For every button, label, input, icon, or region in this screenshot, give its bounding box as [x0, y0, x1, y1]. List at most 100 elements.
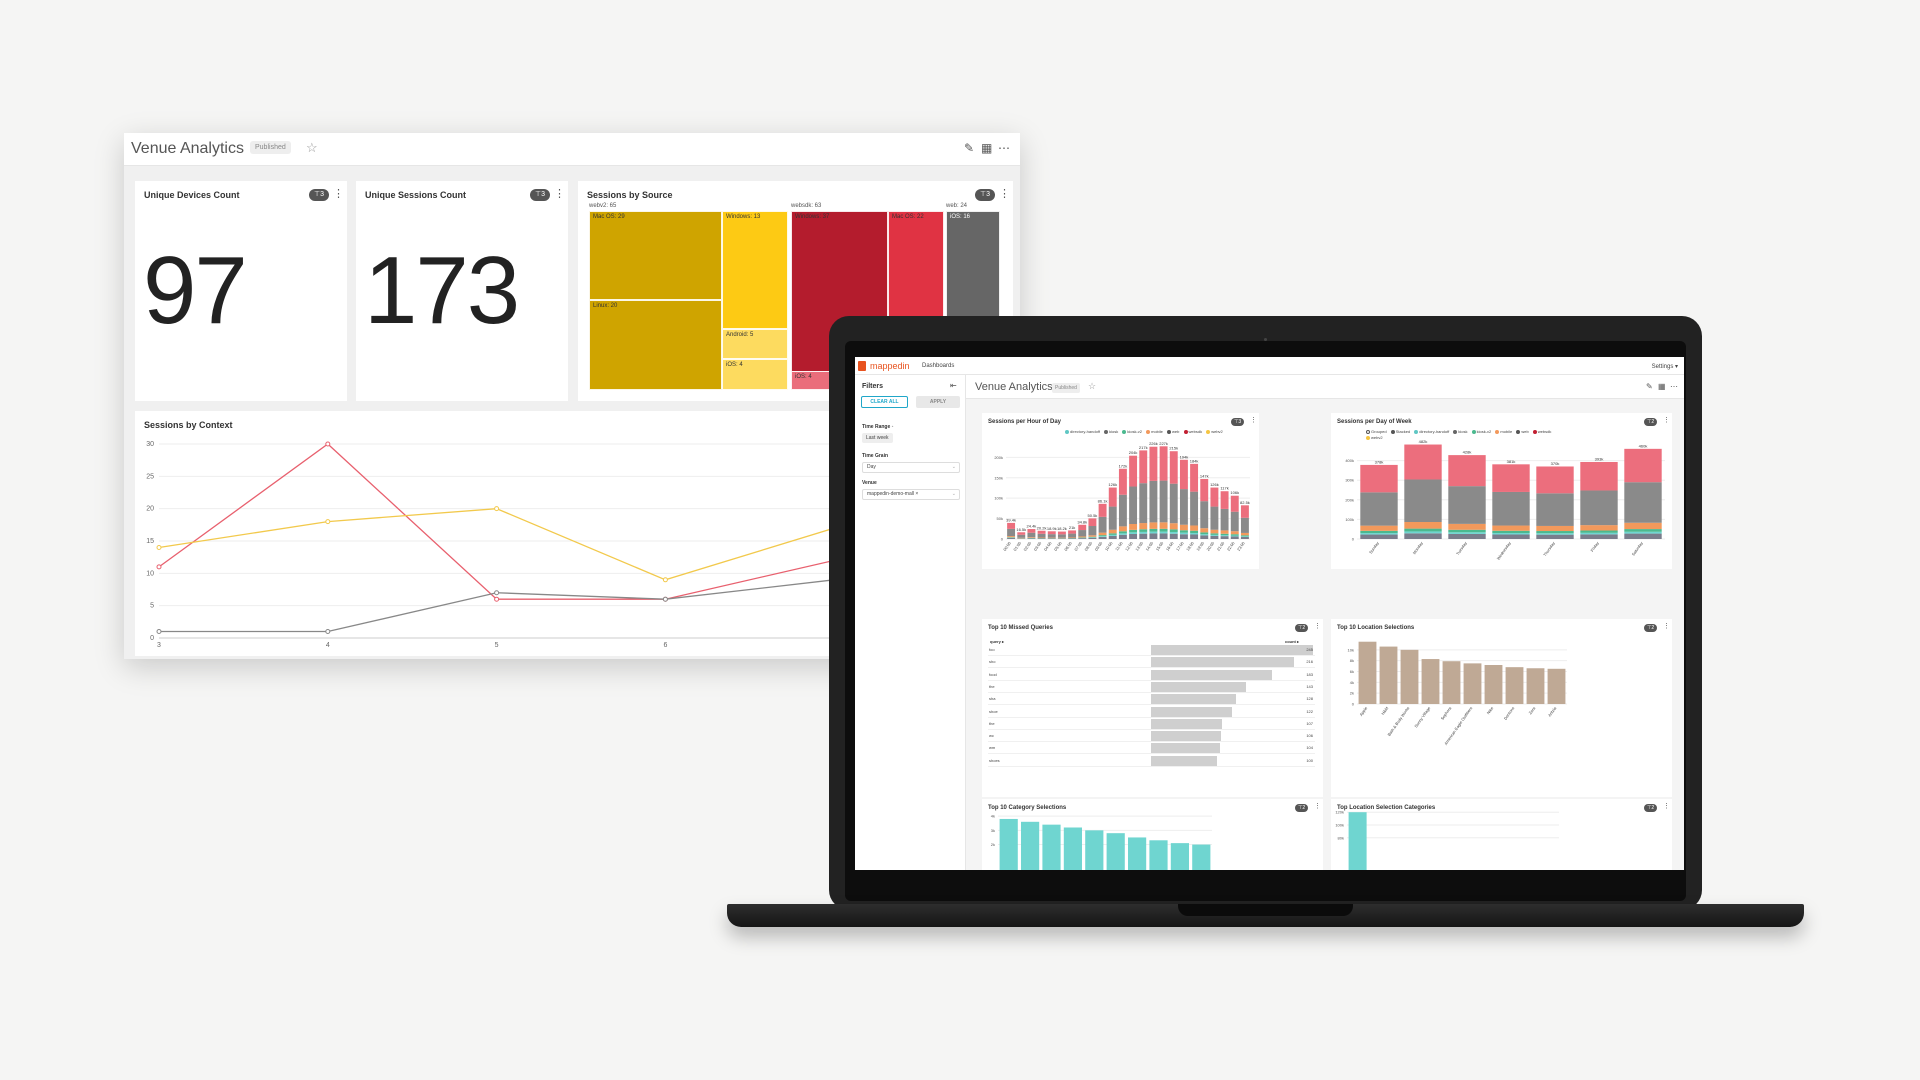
- card-menu-icon[interactable]: ⋮: [1663, 803, 1670, 810]
- legend: directory-handoff kiosk kiosk-v2 mobile …: [1062, 429, 1223, 434]
- edit-icon[interactable]: ✎: [964, 141, 975, 155]
- table-row[interactable]: shoe 122: [988, 706, 1315, 718]
- star-icon[interactable]: ☆: [1088, 381, 1097, 391]
- y-tick-label: 4k: [991, 814, 995, 819]
- y-tick-label: 120k: [1335, 810, 1344, 815]
- brand-name[interactable]: mappedin: [870, 361, 910, 371]
- treemap-tile[interactable]: Mac OS: 29: [589, 211, 722, 300]
- more-icon[interactable]: ⋯: [998, 141, 1010, 155]
- table-row[interactable]: foo 245: [988, 644, 1315, 656]
- card-menu-icon[interactable]: ⋮: [333, 188, 344, 200]
- collapse-icon[interactable]: ⇤: [950, 381, 957, 390]
- more-icon[interactable]: ⋯: [1670, 382, 1678, 391]
- bar-segment: [1190, 463, 1199, 492]
- treemap-tile[interactable]: Android: 5: [722, 329, 788, 359]
- time-range-value[interactable]: Last week: [862, 433, 893, 443]
- legend-label: directory-handoff: [1070, 429, 1100, 434]
- y-tick-label: 200k: [1345, 497, 1354, 502]
- bar: [1063, 827, 1082, 870]
- bar-segment: [1580, 530, 1618, 533]
- apply-button[interactable]: APPLY: [916, 396, 960, 408]
- card-menu-icon[interactable]: ⋮: [554, 188, 565, 200]
- bar-segment: [1360, 530, 1398, 534]
- filter-badge[interactable]: ⊤3: [975, 189, 996, 201]
- filter-badge[interactable]: ⊤3: [1231, 418, 1245, 426]
- filter-badge[interactable]: ⊤2: [1295, 804, 1309, 812]
- count-bar: [1151, 731, 1222, 742]
- calendar-icon[interactable]: ▦: [981, 141, 993, 155]
- table-row[interactable]: the 143: [988, 681, 1315, 693]
- data-point: [325, 519, 331, 525]
- nav-dashboards[interactable]: Dashboards: [922, 363, 955, 369]
- bar-segment: [1068, 533, 1077, 538]
- radio-icon[interactable]: [1390, 430, 1395, 434]
- filter-badge[interactable]: ⊤2: [1295, 624, 1309, 632]
- legend-dot: [1146, 430, 1151, 434]
- bar-segment: [1098, 503, 1107, 517]
- count-bar: [1151, 645, 1313, 655]
- table-row[interactable]: sha 128: [988, 693, 1315, 706]
- nav-settings[interactable]: Settings ▾: [1651, 364, 1678, 370]
- card-title: Sessions per Day of Week: [1337, 419, 1412, 425]
- table-row[interactable]: wm 104: [988, 742, 1315, 755]
- x-tick-label: Sunny Village: [1413, 705, 1432, 728]
- chevron-down-icon: ⌄: [951, 491, 956, 497]
- filters-panel: Filters ⇤ CLEAR ALL APPLY Time Range ◦ L…: [855, 375, 966, 870]
- app-topbar: mappedin Dashboards Settings ▾: [855, 357, 1684, 375]
- filter-badge[interactable]: ⊤2: [1644, 804, 1658, 812]
- card-menu-icon[interactable]: ⋮: [1663, 417, 1670, 424]
- time-grain-select[interactable]: Day ⌄: [862, 462, 960, 473]
- bar-segment: [1240, 532, 1249, 536]
- legend: Grouped Stacked directory-handoff kiosk …: [1363, 429, 1551, 434]
- bar-segment: [1360, 534, 1398, 539]
- bar-segment: [1536, 531, 1574, 534]
- bar-segment: [1240, 536, 1249, 537]
- filter-badge[interactable]: ⊤2: [1644, 418, 1658, 426]
- bar-segment: [1492, 464, 1530, 492]
- card-menu-icon[interactable]: ⋮: [1314, 803, 1321, 810]
- y-tick-label: 30: [146, 441, 154, 448]
- bar-segment: [1129, 532, 1138, 535]
- filter-badge[interactable]: ⊤2: [1644, 624, 1658, 632]
- radio-icon[interactable]: [1366, 430, 1370, 434]
- venue-select[interactable]: mappedin-demo-mall × ⌄: [862, 489, 960, 500]
- column-header-count[interactable]: count ▸: [1285, 639, 1300, 644]
- x-tick-label: 21:00: [1216, 540, 1226, 552]
- category-chart: 2k 3k 4k: [991, 814, 1212, 870]
- treemap-tile[interactable]: iOS: 4: [722, 359, 788, 390]
- legend-label: Grouped: [1371, 429, 1387, 434]
- data-point: [662, 577, 668, 583]
- legend-dot: [1453, 430, 1458, 434]
- bar-segment: [1149, 522, 1158, 529]
- table-row[interactable]: sho 216: [988, 656, 1315, 669]
- x-tick-label: 06:00: [1063, 540, 1073, 552]
- filter-badge[interactable]: ⊤3: [530, 189, 551, 201]
- card-menu-icon[interactable]: ⋮: [1663, 623, 1670, 630]
- card-menu-icon[interactable]: ⋮: [1314, 623, 1321, 630]
- data-point: [325, 441, 331, 447]
- calendar-icon[interactable]: ▦: [1658, 382, 1666, 391]
- star-icon[interactable]: ☆: [306, 140, 318, 155]
- clear-all-button[interactable]: CLEAR ALL: [861, 396, 908, 408]
- laptop-base: [727, 904, 1804, 927]
- treemap-tile[interactable]: Windows: 13: [722, 211, 788, 329]
- table-row[interactable]: the 107: [988, 718, 1315, 730]
- missed-queries-card: Top 10 Missed Queries ⊤2 ⋮ query ▸ count…: [982, 619, 1323, 797]
- bar-segment: [1220, 535, 1229, 537]
- table-row[interactable]: food 183: [988, 669, 1315, 681]
- x-tick-label: 3: [157, 642, 161, 649]
- count-cell: 216: [1306, 659, 1313, 665]
- treemap-tile[interactable]: Linux: 20: [589, 300, 722, 390]
- bar-segment: [1580, 534, 1618, 539]
- query-cell: food: [989, 671, 997, 677]
- table-row[interactable]: shoes 100: [988, 755, 1315, 767]
- bar-segment: [1108, 529, 1117, 534]
- filter-badge[interactable]: ⊤3: [309, 189, 330, 201]
- card-menu-icon[interactable]: ⋮: [1250, 417, 1257, 424]
- card-menu-icon[interactable]: ⋮: [999, 188, 1010, 200]
- venue-label: Venue: [862, 480, 877, 486]
- table-row[interactable]: wc 106: [988, 730, 1315, 743]
- column-header-query[interactable]: query ▸: [990, 639, 1005, 644]
- edit-icon[interactable]: ✎: [1646, 382, 1653, 391]
- mappedin-logo-icon[interactable]: [858, 361, 866, 371]
